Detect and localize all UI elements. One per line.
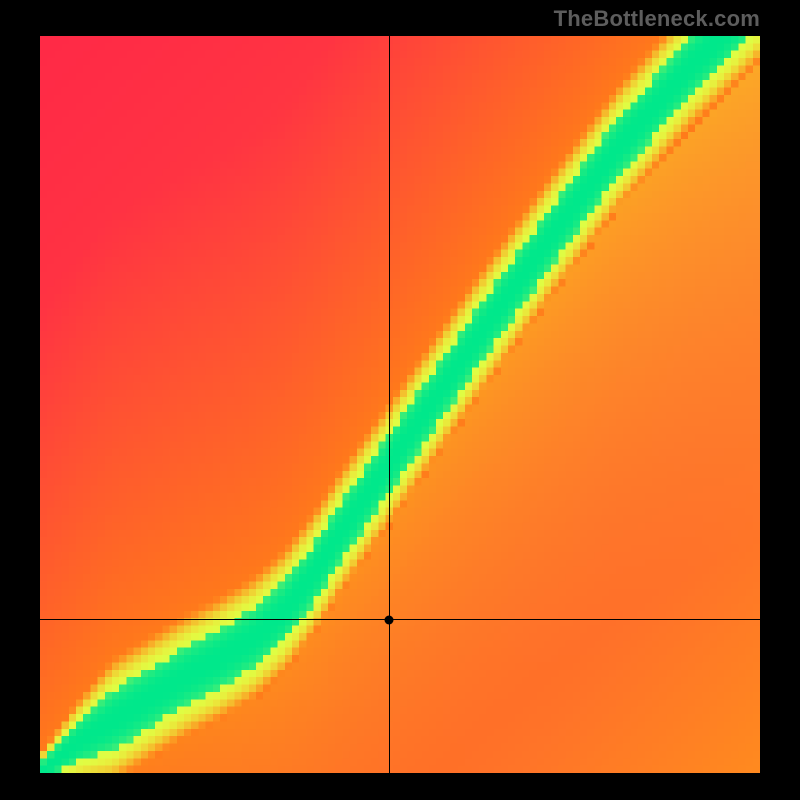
crosshair-vertical [389, 36, 390, 773]
watermark-label: TheBottleneck.com [554, 6, 760, 32]
crosshair-horizontal [40, 619, 760, 620]
crosshair-marker [385, 615, 394, 624]
heatmap-plot-area [40, 36, 760, 773]
heatmap-canvas [40, 36, 760, 773]
chart-frame: TheBottleneck.com [0, 0, 800, 800]
